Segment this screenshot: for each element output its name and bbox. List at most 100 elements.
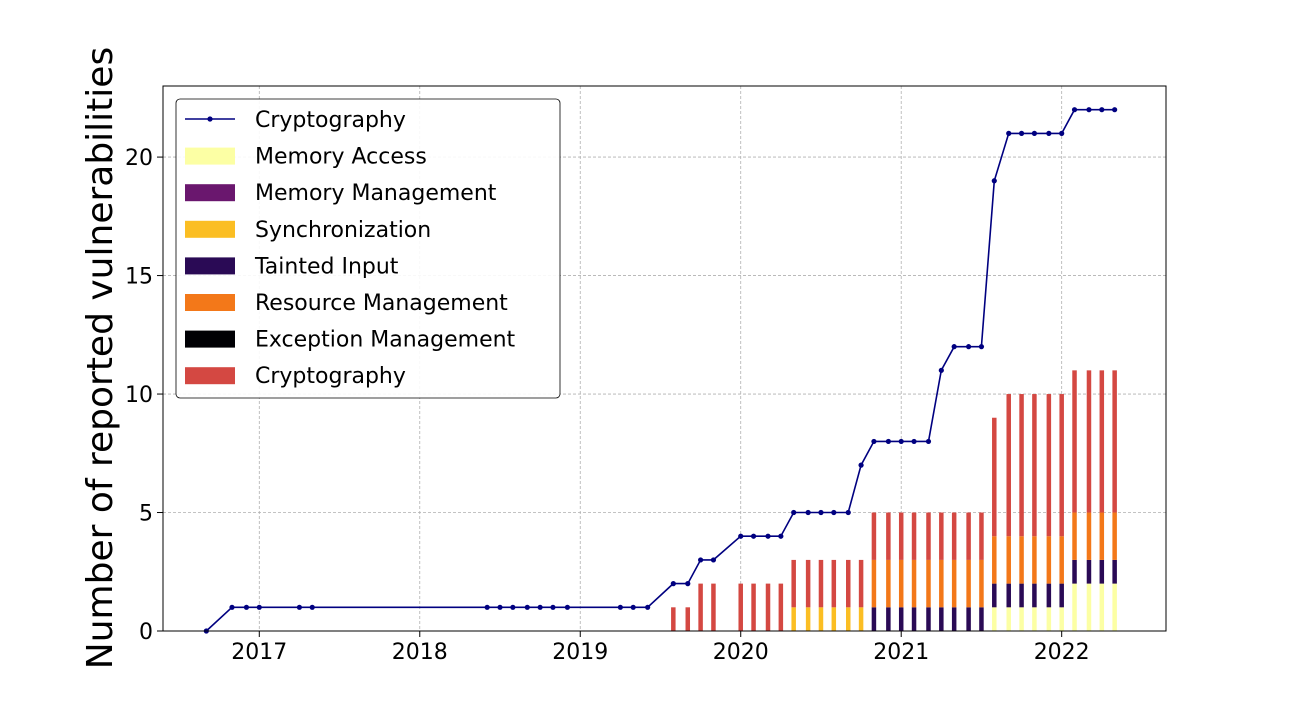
- bar-segment-resource-management: [1019, 536, 1024, 584]
- cryptography-point: [991, 178, 997, 184]
- bar-segment-resource-management: [1086, 512, 1092, 560]
- bar-segment-tainted-input: [1006, 583, 1011, 608]
- cryptography-point: [750, 533, 757, 539]
- legend-label: Tainted Input: [254, 254, 399, 279]
- bar-segment-memory-access: [1006, 607, 1011, 631]
- bar-segment-resource-management: [1032, 536, 1037, 584]
- bar-segment-cryptography: [1019, 394, 1024, 537]
- cryptography-point: [1046, 130, 1052, 136]
- cryptography-point: [925, 438, 932, 445]
- bar-segment-tainted-input: [966, 607, 971, 631]
- cryptography-point: [296, 604, 303, 610]
- bar-segment-tainted-input: [926, 607, 931, 631]
- legend-label: Cryptography: [255, 108, 406, 133]
- cryptography-point: [966, 344, 972, 350]
- bar-segment-cryptography: [966, 512, 971, 560]
- cryptography-point: [951, 344, 957, 350]
- x-tick-label: 2017: [231, 640, 287, 665]
- cryptography-point: [1059, 130, 1065, 136]
- bar-segment-resource-management: [911, 559, 917, 608]
- bar-segment-tainted-input: [898, 607, 904, 631]
- legend-swatch: [185, 330, 235, 348]
- cryptography-point: [871, 438, 877, 445]
- bar-segment-tainted-input: [1032, 583, 1037, 608]
- bar-segment-synchronization: [805, 607, 811, 631]
- bar-segment-synchronization: [818, 607, 824, 631]
- bar-segment-memory-access: [1099, 583, 1105, 631]
- cryptography-point: [1112, 107, 1118, 113]
- cryptography-point: [885, 438, 891, 445]
- cryptography-point: [229, 604, 235, 610]
- cryptography-point: [670, 581, 676, 587]
- cryptography-point: [1006, 130, 1012, 136]
- legend-swatch: [185, 367, 235, 385]
- legend-label: Cryptography: [255, 364, 406, 389]
- bar-segment-cryptography: [818, 559, 824, 608]
- cryptography-point: [1018, 130, 1025, 136]
- y-tick-label: 5: [139, 502, 153, 527]
- legend-label: Resource Management: [255, 291, 508, 316]
- legend-swatch: [185, 294, 235, 311]
- bar-segment-memory-access: [1112, 583, 1117, 631]
- x-tick-label: 2018: [392, 640, 448, 665]
- bar-segment-cryptography: [939, 512, 944, 560]
- cryptography-point: [630, 604, 636, 610]
- bar-segment-cryptography: [1099, 370, 1105, 513]
- bar-segment-resource-management: [951, 559, 957, 608]
- bar-segment-cryptography: [671, 607, 676, 631]
- cryptography-point: [938, 367, 944, 373]
- bar-segment-memory-access: [1086, 583, 1092, 631]
- bar-segment-synchronization: [845, 607, 851, 631]
- bar-segment-memory-access: [1032, 607, 1037, 631]
- bar-segment-resource-management: [926, 559, 931, 608]
- cryptography-point: [978, 344, 985, 350]
- cryptography-point: [805, 509, 811, 516]
- bar-segment-cryptography: [685, 607, 691, 631]
- cryptography-point: [738, 533, 744, 539]
- cryptography-point: [1099, 107, 1105, 113]
- cryptography-line-series: [203, 107, 1118, 634]
- x-tick-label: 2020: [713, 640, 769, 665]
- bar-segment-tainted-input: [979, 607, 984, 631]
- bar-segment-tainted-input: [871, 607, 877, 631]
- bar-segment-tainted-input: [1099, 559, 1105, 584]
- cryptography-point: [243, 604, 250, 610]
- bar-segment-cryptography: [1086, 370, 1092, 513]
- bar-segment-cryptography: [698, 583, 703, 631]
- bar-segment-resource-management: [1099, 512, 1105, 560]
- cryptography-point: [791, 509, 797, 516]
- legend-label: Memory Access: [255, 145, 427, 170]
- cryptography-point: [537, 604, 543, 610]
- bar-segment-tainted-input: [951, 607, 957, 631]
- cryptography-point: [645, 604, 651, 610]
- legend-swatch: [185, 147, 235, 165]
- cryptography-point: [1071, 107, 1078, 113]
- bar-segment-cryptography: [738, 583, 743, 631]
- cryptography-point: [898, 438, 904, 445]
- bar-segment-resource-management: [979, 559, 984, 608]
- y-tick-label: 20: [125, 146, 153, 171]
- bar-segment-cryptography: [751, 583, 756, 631]
- legend-label: Memory Management: [255, 181, 497, 206]
- y-tick-label: 0: [139, 620, 153, 645]
- bar-segment-cryptography: [979, 512, 984, 560]
- legend-label: Exception Management: [255, 328, 516, 353]
- bar-segment-resource-management: [871, 559, 877, 608]
- cryptography-point: [710, 557, 717, 563]
- x-tick-label: 2022: [1034, 640, 1090, 665]
- bar-segment-cryptography: [898, 512, 904, 560]
- cryptography-point: [497, 604, 503, 610]
- bar-segment-synchronization: [858, 607, 864, 631]
- bar-segment-memory-access: [992, 607, 997, 631]
- cryptography-point: [778, 533, 784, 539]
- cryptography-point: [550, 604, 556, 610]
- cryptography-point: [1031, 130, 1038, 136]
- legend-frame: [175, 98, 561, 399]
- y-axis-title: Number of reported vulnerabilities: [80, 47, 121, 669]
- cryptography-point: [845, 509, 851, 516]
- cryptography-point: [510, 604, 516, 610]
- legend: Cryptography Memory Access Memory Manageme…: [175, 98, 561, 399]
- bar-segment-cryptography: [805, 559, 811, 608]
- bar-segment-tainted-input: [886, 607, 891, 631]
- bar-segment-cryptography: [765, 583, 771, 631]
